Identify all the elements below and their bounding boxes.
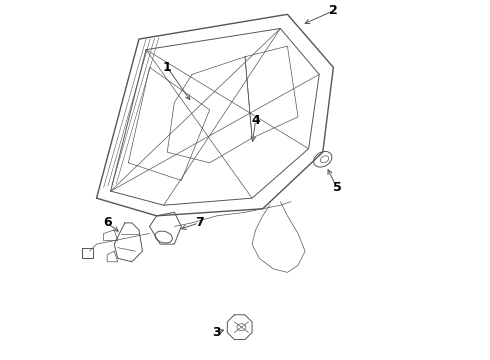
Text: 6: 6: [103, 216, 111, 229]
Text: 7: 7: [195, 216, 203, 229]
Text: 2: 2: [329, 4, 338, 17]
Text: 4: 4: [251, 114, 260, 127]
Text: 1: 1: [163, 61, 172, 74]
Text: 5: 5: [333, 181, 341, 194]
Text: 3: 3: [212, 326, 221, 339]
